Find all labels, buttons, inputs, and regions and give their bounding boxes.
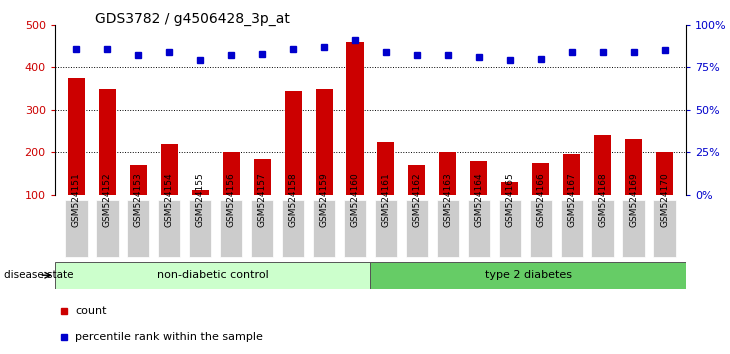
Bar: [563, 154, 580, 237]
FancyBboxPatch shape: [65, 200, 88, 257]
Text: GSM524163: GSM524163: [443, 172, 453, 227]
FancyBboxPatch shape: [374, 200, 397, 257]
Text: GSM524155: GSM524155: [196, 172, 204, 227]
FancyBboxPatch shape: [591, 200, 614, 257]
FancyBboxPatch shape: [282, 200, 304, 257]
Text: GSM524154: GSM524154: [165, 172, 174, 227]
FancyBboxPatch shape: [251, 200, 273, 257]
FancyBboxPatch shape: [561, 200, 583, 257]
Bar: [594, 135, 611, 237]
Text: GSM524166: GSM524166: [537, 172, 545, 227]
FancyBboxPatch shape: [313, 200, 335, 257]
Text: count: count: [75, 306, 107, 316]
Bar: [502, 182, 518, 237]
Text: GSM524157: GSM524157: [258, 172, 266, 227]
Text: GSM524153: GSM524153: [134, 172, 143, 227]
Bar: [285, 91, 301, 237]
Text: GSM524151: GSM524151: [72, 172, 81, 227]
FancyBboxPatch shape: [96, 200, 118, 257]
FancyBboxPatch shape: [127, 200, 150, 257]
Text: non-diabetic control: non-diabetic control: [157, 270, 269, 280]
Bar: [192, 190, 209, 237]
Bar: [223, 152, 239, 237]
Bar: [625, 139, 642, 237]
FancyBboxPatch shape: [437, 200, 459, 257]
Bar: [470, 161, 488, 237]
Bar: [253, 159, 271, 237]
Text: GSM524161: GSM524161: [382, 172, 391, 227]
Text: GSM524160: GSM524160: [350, 172, 359, 227]
Bar: [55, 262, 370, 289]
FancyBboxPatch shape: [189, 200, 212, 257]
Text: GDS3782 / g4506428_3p_at: GDS3782 / g4506428_3p_at: [95, 12, 290, 27]
Bar: [656, 152, 673, 237]
Bar: [68, 78, 85, 237]
Bar: [347, 42, 364, 237]
Text: GSM524156: GSM524156: [227, 172, 236, 227]
Bar: [439, 152, 456, 237]
FancyBboxPatch shape: [344, 200, 366, 257]
Text: disease state: disease state: [4, 270, 73, 280]
Bar: [408, 165, 426, 237]
Bar: [532, 163, 549, 237]
FancyBboxPatch shape: [468, 200, 490, 257]
Text: GSM524167: GSM524167: [567, 172, 576, 227]
Bar: [130, 165, 147, 237]
FancyBboxPatch shape: [220, 200, 242, 257]
Text: GSM524152: GSM524152: [103, 172, 112, 227]
Bar: [99, 88, 116, 237]
Text: GSM524169: GSM524169: [629, 172, 638, 227]
FancyBboxPatch shape: [529, 200, 552, 257]
Text: GSM524158: GSM524158: [288, 172, 298, 227]
FancyBboxPatch shape: [158, 200, 180, 257]
FancyBboxPatch shape: [406, 200, 428, 257]
FancyBboxPatch shape: [499, 200, 521, 257]
Text: GSM524165: GSM524165: [505, 172, 514, 227]
Text: GSM524170: GSM524170: [660, 172, 669, 227]
Bar: [377, 142, 394, 237]
Text: type 2 diabetes: type 2 diabetes: [485, 270, 572, 280]
Bar: [161, 144, 178, 237]
FancyBboxPatch shape: [653, 200, 676, 257]
Bar: [370, 262, 686, 289]
Bar: [315, 88, 333, 237]
Text: GSM524159: GSM524159: [320, 172, 328, 227]
Text: percentile rank within the sample: percentile rank within the sample: [75, 332, 263, 342]
Text: GSM524168: GSM524168: [598, 172, 607, 227]
FancyBboxPatch shape: [623, 200, 645, 257]
Text: GSM524162: GSM524162: [412, 172, 421, 227]
Text: GSM524164: GSM524164: [474, 172, 483, 227]
